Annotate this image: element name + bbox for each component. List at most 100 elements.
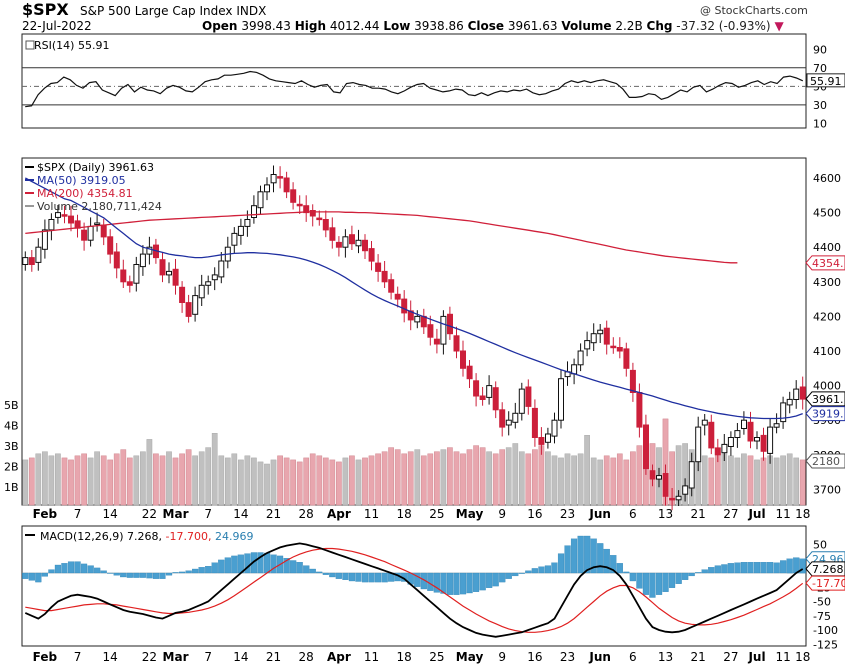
volume-bar [55,453,61,506]
macd-histogram-bar [355,572,362,582]
macd-histogram-bar [642,572,650,595]
volume-bar [120,449,127,506]
x-axis-label: 9 [498,650,506,664]
macd-histogram-bar [747,562,754,574]
volume-bar [94,451,100,506]
candle-body [440,315,447,345]
x-axis-label: 9 [498,507,506,521]
ma200-line [25,211,738,264]
volume-bar [283,457,290,506]
macd-histogram-bar [760,562,767,574]
candle-body [643,424,649,470]
macd-line [24,542,804,638]
candle-body [375,262,382,272]
volume-bar [68,459,74,506]
volume-bar [597,459,604,506]
candle-body [231,232,238,246]
macd-histogram-bar [557,553,565,574]
volume-bar [375,453,381,506]
macd-histogram-bar [505,572,512,579]
volume-bar [61,457,68,506]
volume-bar [525,453,532,506]
macd-histogram-bar [649,572,656,598]
volume-bar [558,457,564,506]
macd-histogram-bar [139,572,146,578]
candle-body [460,350,466,369]
macd-histogram-bar [564,545,571,574]
candle-body [277,176,284,179]
x-axis-label: 21 [266,507,281,521]
macd-histogram-bar [708,567,715,574]
candle-body [28,257,35,266]
macd-histogram-bar [296,562,303,574]
volume-bar [773,457,780,506]
candle-body [394,293,401,300]
macd-histogram-bar [799,558,806,574]
candle-body [427,324,434,338]
volume-bar [630,451,636,506]
candle-body [499,409,506,428]
volume-bar [342,457,349,506]
price-tick-label: 4100 [813,345,841,358]
macd-histogram-bar [107,572,114,574]
candle-body [610,345,617,349]
macd-signal-tag-box [805,575,845,591]
volume-bar [244,455,251,506]
volume-bar [780,455,786,506]
candle-body [786,398,793,406]
volume-bar [728,455,734,506]
candle-body [355,239,362,247]
ma200-tag: 4354. [812,257,844,270]
candle-body [675,495,682,501]
volume-bar [238,459,244,506]
macd-legend-part: -17.700, [166,530,215,543]
price-tick-label: 4000 [813,380,841,393]
macd-histogram-bar [701,569,708,574]
candle-body [636,392,643,428]
close-value: 3961.63 [507,19,558,33]
macd-histogram-bar [205,566,212,574]
rsi-panel [21,33,807,129]
candle-body [81,229,88,241]
x-axis-label: 27 [723,650,738,664]
macd-histogram-bar [54,564,62,574]
macd-histogram-bar [440,572,447,594]
macd-tick-label: -100 [813,624,838,637]
x-axis-label: 11 [775,507,790,521]
macd-histogram-bar [414,572,421,587]
macd-histogram-bar [48,569,55,574]
x-axis-label: 18 [397,507,412,521]
price-tick-label: 4400 [813,241,841,254]
candle-body [290,189,297,203]
macd-histogram-bar [218,559,225,574]
volume-bar [799,459,806,506]
candle-body [205,281,212,286]
candle-body [741,419,747,430]
macd-histogram-bar [577,535,584,574]
candle-body [35,246,42,263]
candle-body [107,236,114,255]
candle-body [192,295,199,315]
price-legend-entry: MA(50) 3919.05 [37,174,126,187]
x-axis-label: 11 [775,650,790,664]
macd-histogram-bar [518,572,525,574]
candle-body [316,217,323,221]
x-axis-label: 21 [691,507,706,521]
candle-body [61,214,68,217]
macd-histogram-bar [198,567,205,574]
rsi-tick-label: 70 [813,62,827,75]
macd-histogram-bar [551,562,558,574]
macd-histogram-bar [263,552,271,574]
x-axis-label: May [456,507,484,521]
candle-body [754,437,760,442]
volume-bar [133,455,140,506]
candle-body [518,388,525,414]
ma50-tag: 3919. [812,408,844,421]
candle-body [100,224,107,238]
candle-body [368,248,375,262]
x-axis-label: 14 [233,650,248,664]
x-axis-label: Jul [747,650,765,664]
price-legend-entry: MA(200) 4354.81 [37,187,133,200]
volume-bar [636,445,643,506]
macd-histogram-bar [74,561,81,574]
